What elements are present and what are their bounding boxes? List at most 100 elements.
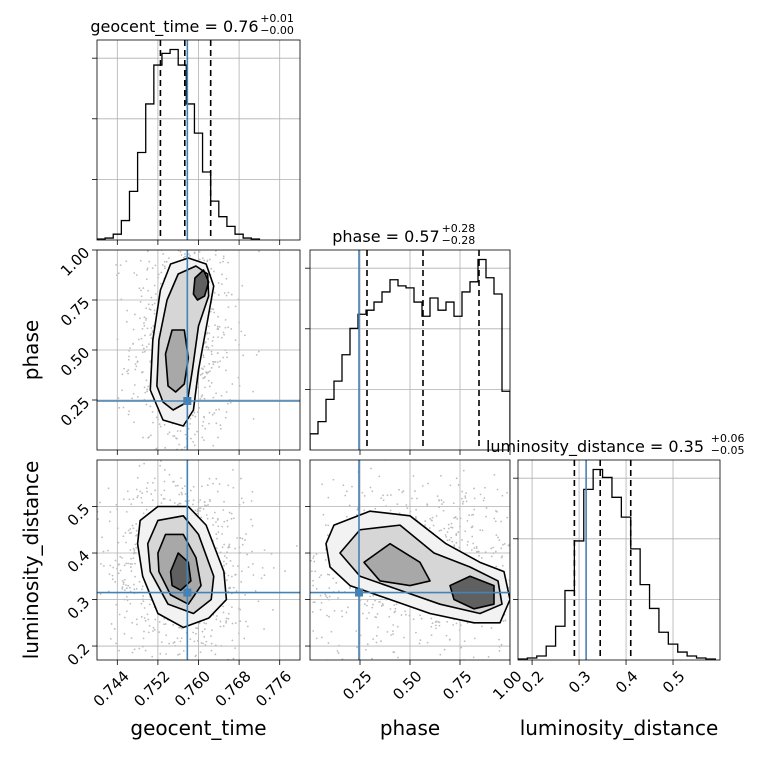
sample-point: [134, 575, 136, 578]
sample-point: [251, 490, 254, 493]
sample-point: [318, 576, 321, 579]
sample-point: [116, 338, 119, 341]
sample-point: [405, 504, 408, 506]
sample-point: [404, 610, 406, 613]
sample-point: [202, 439, 205, 442]
sample-point: [152, 626, 155, 629]
sample-point: [146, 268, 149, 271]
sample-point: [198, 258, 201, 261]
sample-point: [184, 425, 187, 428]
sample-point: [234, 305, 237, 308]
sample-point: [584, 592, 586, 594]
sample-point: [200, 395, 203, 398]
sample-point: [206, 466, 208, 468]
sample-point: [219, 551, 222, 554]
sample-point: [210, 382, 213, 384]
sample-point: [366, 617, 368, 620]
sample-point: [337, 652, 340, 654]
sample-point: [440, 474, 442, 477]
sample-point: [176, 503, 179, 506]
sample-point: [204, 386, 206, 389]
title-plus: +0.06: [711, 432, 745, 445]
sample-point: [198, 407, 201, 409]
sample-point: [188, 456, 190, 458]
sample-point: [326, 614, 328, 617]
sample-point: [125, 320, 128, 323]
sample-point: [216, 325, 219, 328]
sample-point: [206, 484, 209, 486]
y-tick-label-phase: 0.25: [57, 394, 93, 430]
sample-point: [426, 504, 429, 507]
sample-point: [205, 519, 207, 521]
sample-point: [494, 550, 497, 553]
sample-point: [223, 292, 226, 294]
sample-point: [446, 539, 449, 542]
sample-point: [450, 526, 452, 529]
sample-point: [227, 291, 230, 294]
sample-point: [196, 411, 199, 414]
sample-point: [468, 514, 471, 517]
sample-point: [177, 674, 179, 676]
sample-point: [556, 525, 558, 527]
sample-point: [136, 496, 139, 499]
sample-point: [492, 552, 495, 555]
sample-point: [372, 638, 375, 640]
sample-point: [135, 523, 138, 525]
sample-point: [546, 556, 548, 558]
sample-point: [178, 493, 181, 496]
sample-point: [208, 363, 211, 365]
sample-point: [501, 564, 504, 567]
sample-point: [135, 529, 138, 532]
sample-point: [446, 620, 449, 623]
title-minus: −0.00: [260, 24, 294, 37]
sample-point: [610, 604, 612, 606]
sample-point: [289, 644, 291, 646]
sample-point: [375, 634, 378, 637]
sample-point: [332, 478, 335, 481]
sample-point: [219, 261, 222, 264]
sample-point: [415, 508, 418, 511]
sample-point: [230, 327, 233, 330]
sample-point: [168, 642, 171, 645]
sample-point: [239, 537, 242, 539]
sample-point: [132, 557, 135, 560]
sample-point: [276, 550, 278, 552]
sample-point: [116, 508, 119, 511]
sample-point: [396, 625, 399, 628]
sample-point: [225, 369, 227, 372]
sample-point: [148, 436, 150, 438]
sample-point: [148, 260, 151, 263]
sample-point: [549, 642, 551, 644]
sample-point: [213, 270, 215, 273]
sample-point: [145, 319, 147, 321]
sample-point: [121, 556, 123, 559]
sample-point: [450, 536, 453, 539]
sample-point: [219, 620, 222, 623]
sample-point: [121, 373, 124, 376]
sample-point: [364, 648, 367, 651]
sample-point: [503, 543, 506, 545]
sample-point: [143, 462, 145, 465]
sample-point: [451, 665, 453, 667]
sample-point: [165, 634, 168, 637]
sample-point: [109, 637, 112, 640]
sample-point: [315, 553, 318, 555]
sample-point: [192, 468, 194, 470]
sample-point: [201, 436, 204, 439]
sample-point: [442, 509, 445, 512]
sample-point: [431, 622, 434, 625]
sample-point: [163, 623, 165, 626]
sample-point: [122, 406, 125, 409]
sample-point: [182, 649, 185, 652]
sample-point: [121, 586, 124, 588]
sample-point: [301, 458, 303, 460]
sample-point: [240, 497, 243, 500]
sample-point: [202, 420, 205, 423]
sample-point: [428, 527, 431, 529]
sample-point: [149, 308, 152, 311]
sample-point: [258, 250, 260, 253]
sample-point: [118, 406, 121, 409]
sample-point: [225, 620, 228, 622]
x-tick-label-geocent_time: 0.776: [252, 667, 295, 710]
sample-point: [386, 494, 389, 497]
